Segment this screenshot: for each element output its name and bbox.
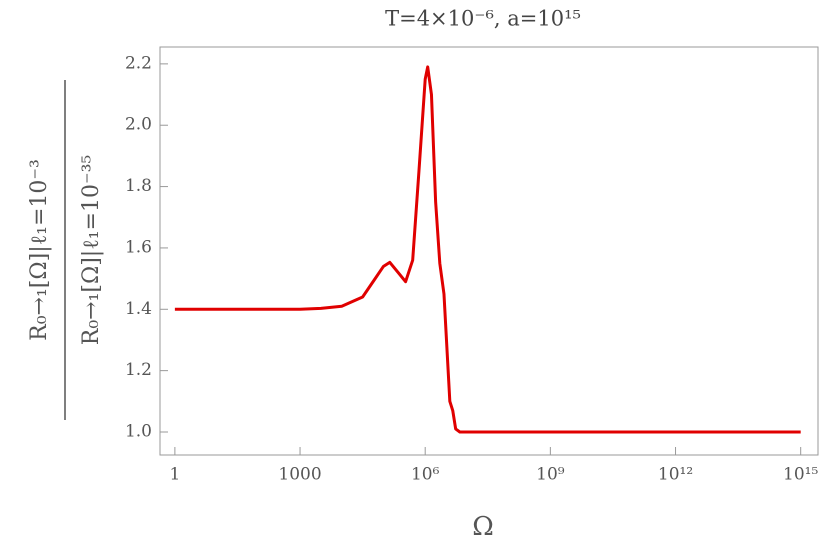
y-tick-label: 1.6 bbox=[125, 237, 152, 257]
x-tick-label: 1000 bbox=[278, 465, 321, 485]
x-tick-label: 1 bbox=[169, 465, 180, 485]
y-tick-label: 2.2 bbox=[125, 53, 152, 73]
x-tick-label: 10¹² bbox=[658, 465, 693, 485]
y-tick-label: 1.0 bbox=[125, 421, 152, 441]
y-tick-label: 1.8 bbox=[125, 176, 152, 196]
y-axis-label-denominator: R₀→₁[Ω]|ℓ₁=10⁻³⁵ bbox=[79, 155, 104, 346]
y-axis-label-numerator: R₀→₁[Ω]|ℓ₁=10⁻³ bbox=[27, 159, 52, 341]
y-tick-label: 1.4 bbox=[125, 299, 152, 319]
plot-frame bbox=[159, 46, 819, 456]
data-line bbox=[174, 65, 801, 434]
x-tick-label: 10⁹ bbox=[536, 465, 565, 485]
x-tick-label: 10¹⁵ bbox=[783, 465, 818, 485]
x-tick-label: 10⁶ bbox=[411, 465, 440, 485]
y-tick-label: 2.0 bbox=[125, 115, 152, 135]
y-tick-label: 1.2 bbox=[125, 360, 152, 380]
x-axis-label: Ω bbox=[472, 512, 494, 542]
chart-title: T=4×10⁻⁶, a=10¹⁵ bbox=[385, 7, 581, 31]
